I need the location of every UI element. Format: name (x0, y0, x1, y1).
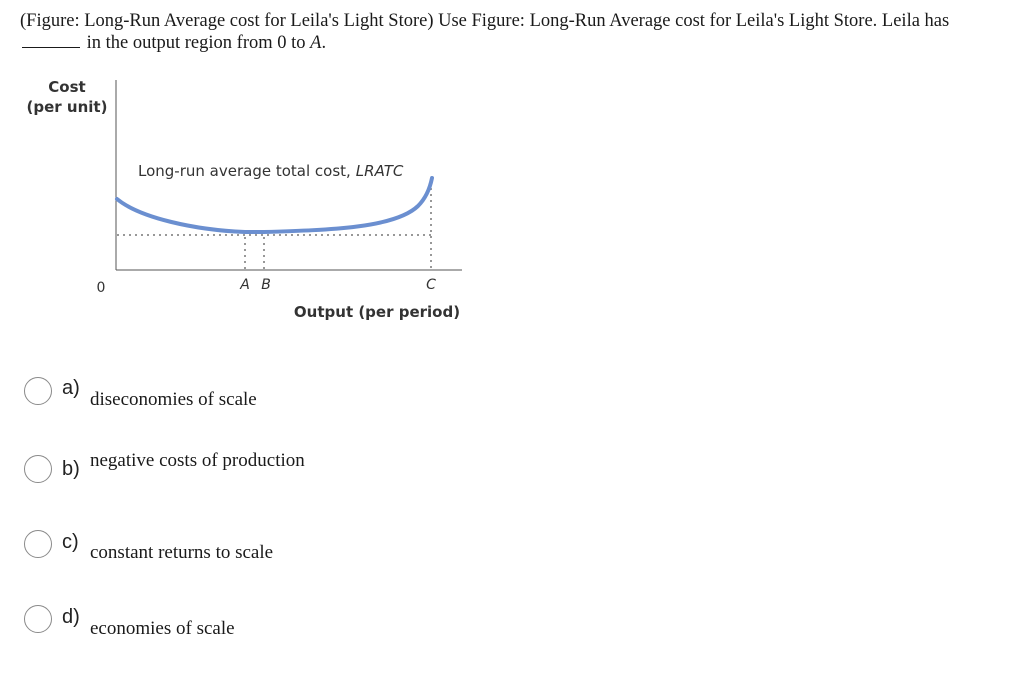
option-d-letter: d) (62, 606, 80, 628)
option-a-letter: a) (62, 377, 80, 399)
option-b-letter: b) (62, 458, 80, 480)
lratc-figure: Cost (per unit) Long-run average total c… (0, 70, 480, 340)
question-middle: in the output region from 0 to (86, 33, 306, 53)
tick-label-b: B (261, 277, 271, 293)
option-c[interactable]: c) constant returns to scale (24, 530, 424, 570)
option-d-text: economies of scale (90, 618, 235, 639)
radio-button-a[interactable] (24, 377, 52, 405)
question-variable: A (310, 33, 322, 53)
y-axis-label-line2: (per unit) (27, 98, 108, 116)
radio-button-d[interactable] (24, 605, 52, 633)
option-b[interactable]: b) negative costs of production (24, 450, 424, 492)
x-axis-label: Output (per period) (294, 303, 460, 321)
question-text: (Figure: Long-Run Average cost for Leila… (20, 10, 1010, 54)
curve-label-abbrev: LRATC (356, 162, 404, 180)
curve-label-text: Long-run average total cost, (138, 162, 351, 180)
option-d[interactable]: d) economies of scale (24, 605, 424, 645)
lratc-diagram: Cost (per unit) Long-run average total c… (27, 78, 462, 321)
curve-label: Long-run average total cost, LRATC (138, 162, 404, 180)
tick-label-zero: 0 (97, 280, 106, 296)
y-axis-label-line1: Cost (48, 78, 85, 96)
question-prefix: (Figure: Long-Run Average cost for Leila… (20, 11, 950, 31)
option-c-letter: c) (62, 531, 79, 553)
option-c-text: constant returns to scale (90, 542, 274, 563)
option-a[interactable]: a) diseconomies of scale (24, 377, 424, 417)
tick-label-a: A (239, 277, 250, 293)
answer-blank (22, 33, 80, 48)
radio-button-c[interactable] (24, 530, 52, 558)
option-b-text: negative costs of production (90, 450, 305, 471)
option-a-text: diseconomies of scale (90, 389, 257, 410)
radio-button-b[interactable] (24, 455, 52, 483)
lratc-curve (115, 176, 434, 234)
question-suffix: . (321, 33, 327, 53)
tick-label-c: C (426, 277, 436, 293)
